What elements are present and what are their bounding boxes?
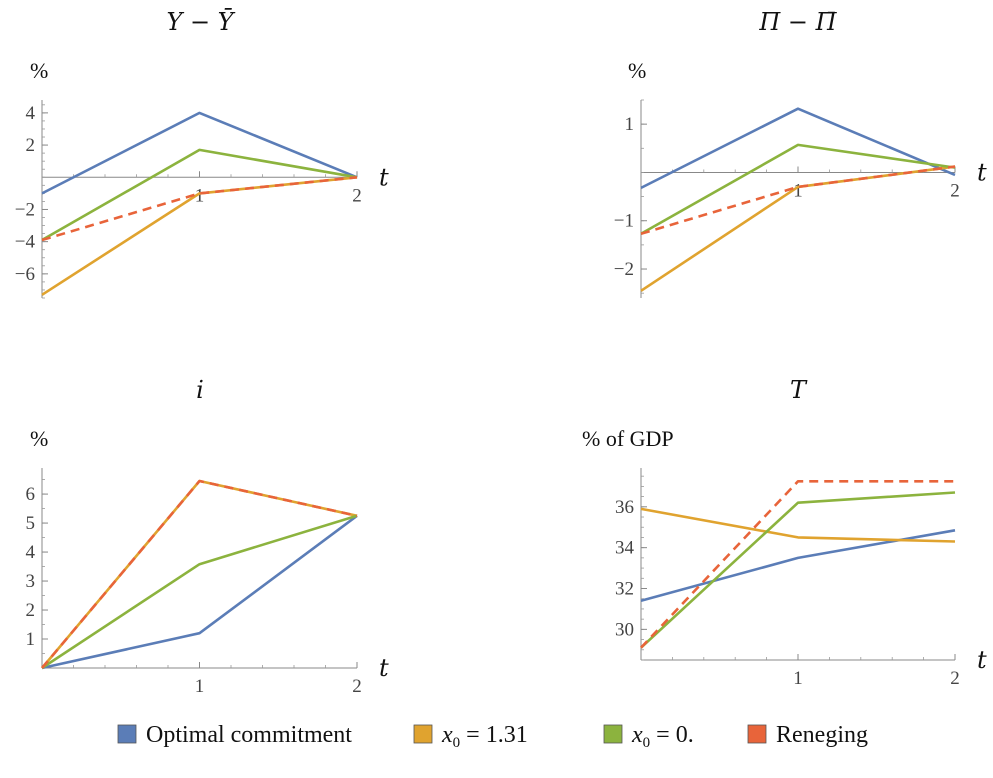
series-line-1 (41, 514, 358, 670)
y-tick-label: 3 (26, 571, 36, 592)
legend-item-1: Optimal commitment (117, 722, 352, 748)
legend-swatch (603, 724, 623, 744)
x-axis-label: t (977, 158, 987, 186)
panel-title: T (790, 376, 808, 404)
y-tick-label: 1 (26, 629, 36, 650)
y-tick-label: 30 (615, 619, 634, 640)
x-tick-label: 2 (950, 180, 960, 201)
chart-panel-4: T % of GDP t 30 32 34 36 1 2 (582, 376, 987, 689)
series-line-1 (640, 107, 956, 190)
legend-item-3: x0 = 0. (603, 722, 694, 751)
x-tick-label: 2 (352, 185, 362, 206)
series-line-3 (41, 514, 358, 670)
series-line-3 (640, 491, 956, 649)
legend-item-2: x0 = 1.31 (413, 722, 528, 751)
y-tick-label: −1 (614, 211, 634, 232)
y-axis-label: % (30, 58, 48, 83)
series-line-2 (41, 479, 358, 669)
y-tick-label: 36 (615, 497, 634, 518)
series-line-2 (41, 176, 358, 296)
x-tick-label: 1 (793, 668, 803, 689)
y-axis-label: % (30, 426, 48, 451)
x-tick-label: 2 (352, 676, 362, 697)
x-tick-label: 1 (195, 676, 205, 697)
chart-panel-1: Y − Ȳ% t 4 2 −2 −4 −6 1 2 (15, 8, 389, 299)
chart-panel-3: i% t 1 2 3 4 5 6 1 2 (26, 376, 390, 697)
legend-label: x0 = 1.31 (441, 722, 528, 751)
y-axis-label: % (628, 58, 646, 83)
series-line-3 (640, 143, 956, 235)
legend-label: Reneging (776, 722, 868, 748)
legend-label: Optimal commitment (146, 722, 352, 748)
y-tick-label: −2 (614, 259, 634, 280)
series-line-4 (41, 479, 358, 669)
x-tick-label: 1 (793, 180, 803, 201)
y-tick-label: −4 (15, 232, 36, 253)
y-tick-label: 2 (26, 135, 36, 156)
y-tick-label: −2 (15, 199, 35, 220)
legend-swatch (117, 724, 137, 744)
series-line-2 (640, 165, 956, 292)
panel-title: Y − Ȳ (166, 8, 235, 36)
x-axis-label: t (379, 654, 389, 682)
y-tick-label: 6 (26, 484, 36, 505)
x-axis-label: t (977, 646, 987, 674)
y-tick-label: −6 (15, 264, 35, 285)
y-tick-label: 1 (625, 114, 635, 135)
x-tick-label: 1 (195, 185, 205, 206)
series-line-1 (41, 111, 358, 195)
y-tick-label: 2 (26, 600, 36, 621)
series-line-3 (41, 148, 358, 242)
y-tick-label: 5 (26, 513, 36, 534)
x-tick-label: 2 (950, 668, 960, 689)
y-tick-label: 4 (26, 103, 36, 124)
chart-panels: Y − Ȳ%t42−2−4−61 2Π − Π̄%t1−1−21 2i%t12345… (15, 8, 987, 697)
panel-title: i (196, 376, 204, 404)
legend-label: x0 = 0. (631, 722, 694, 751)
legend-swatch (747, 724, 767, 744)
y-axis-label: % of GDP (582, 426, 674, 451)
series-line-4 (640, 479, 955, 649)
legend-swatch (413, 724, 433, 744)
y-tick-label: 4 (26, 542, 36, 563)
x-axis-label: t (379, 163, 389, 191)
y-tick-label: 32 (615, 579, 634, 600)
chart-panel-2: Π − Π̄% t 1 −1 −2 1 2 (614, 8, 987, 298)
legend-item-4: Reneging (747, 722, 868, 748)
panel-title: Π − Π̄ (758, 8, 837, 36)
y-tick-label: 34 (615, 538, 635, 559)
series-line-2 (640, 507, 956, 543)
legend: Optimal commitment x0 = 1.31 x0 = 0. Renegi… (117, 722, 868, 751)
